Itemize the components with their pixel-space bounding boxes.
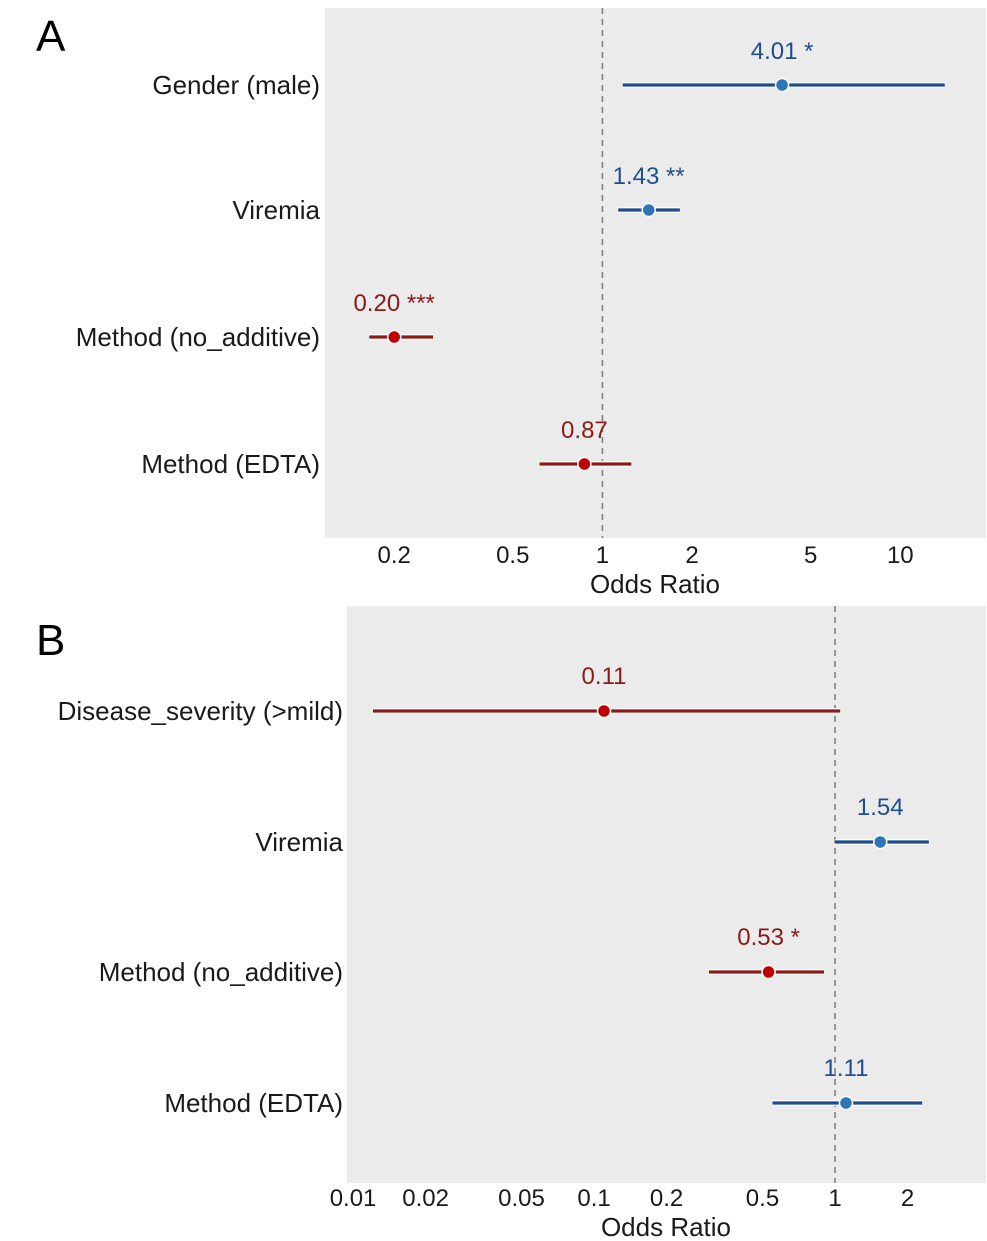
panel-b-x-axis-label: Odds Ratio: [601, 1212, 731, 1241]
odds-ratio-point: [577, 456, 592, 472]
panel-a-plot-area: [325, 8, 986, 538]
row-label: Gender (male): [152, 70, 320, 100]
panel-b-row: Method (no_additive) 0.53 *: [99, 924, 825, 987]
odds-ratio-point: [774, 77, 790, 93]
row-label: Method (EDTA): [164, 1088, 343, 1118]
panel-a-x-tick-label: 2: [685, 542, 698, 569]
odds-ratio-annotation: 0.20 ***: [354, 290, 435, 317]
panel-b-x-tick-label: 0.1: [577, 1185, 610, 1212]
odds-ratio-point: [386, 329, 402, 345]
panel-b-row: Disease_severity (>mild) 0.11: [58, 663, 841, 726]
panel-a-x-tick-label: 0.5: [496, 542, 529, 569]
panel-b-row: Viremia 1.54: [255, 794, 929, 857]
panel-a-row: Method (EDTA) 0.87: [141, 417, 632, 479]
panel-b-letter: B: [36, 616, 65, 665]
panel-a-row: Method (no_additive) 0.20 ***: [76, 290, 435, 352]
row-label: Method (no_additive): [76, 322, 320, 352]
panel-a: A Gender (male) 4.01 * Viremia 1.43 ** Metho…: [36, 8, 986, 599]
row-label: Method (EDTA): [141, 449, 320, 479]
panel-a-row: Gender (male) 4.01 *: [152, 38, 945, 100]
panel-b-x-tick-label: 0.2: [650, 1185, 683, 1212]
panel-b-x-tick-label: 0.05: [498, 1185, 545, 1212]
panel-b-x-tick-label: 0.5: [746, 1185, 779, 1212]
odds-ratio-annotation: 1.54: [857, 794, 904, 821]
odds-ratio-point: [641, 202, 656, 218]
panel-a-x-ticks: 0.2 0.5 1 2 5 10: [378, 542, 914, 569]
panel-a-row: Viremia 1.43 **: [232, 163, 684, 225]
row-label: Viremia: [255, 827, 343, 857]
panel-b-x-ticks: 0.01 0.02 0.05 0.1 0.2 0.5 1 2: [330, 1185, 915, 1212]
odds-ratio-annotation: 0.53 *: [737, 924, 800, 951]
panel-a-x-tick-label: 1: [596, 542, 609, 569]
panel-a-x-tick-label: 10: [887, 542, 914, 569]
odds-ratio-point: [838, 1095, 854, 1111]
panel-b-x-tick-label: 1: [828, 1185, 841, 1212]
odds-ratio-annotation: 4.01 *: [751, 38, 814, 65]
panel-a-letter: A: [36, 12, 66, 61]
panel-b-x-tick-label: 0.01: [330, 1185, 377, 1212]
odds-ratio-annotation: 1.43 **: [613, 163, 685, 190]
odds-ratio-point: [872, 834, 888, 850]
odds-ratio-point: [761, 964, 776, 980]
odds-ratio-annotation: 0.11: [582, 663, 627, 690]
panel-b-row: Method (EDTA) 1.11: [164, 1055, 923, 1118]
row-label: Method (no_additive): [99, 957, 343, 987]
panel-b-x-tick-label: 2: [901, 1185, 914, 1212]
panel-a-x-axis-label: Odds Ratio: [590, 569, 720, 599]
panel-b-rows: Disease_severity (>mild) 0.11 Viremia 1.54 M…: [58, 663, 929, 1118]
odds-ratio-point: [596, 703, 612, 719]
odds-ratio-annotation: 0.87: [561, 417, 608, 444]
row-label: Disease_severity (>mild): [58, 696, 343, 726]
panel-b-plot-area: [347, 606, 986, 1183]
row-label: Viremia: [232, 195, 320, 225]
panel-a-x-tick-label: 0.2: [378, 542, 411, 569]
panel-a-x-tick-label: 5: [804, 542, 817, 569]
panel-b: B Disease_severity (>mild)0.11Viremia1.5…: [36, 606, 986, 1241]
panel-a-rows: Gender (male) 4.01 * Viremia 1.43 ** Method …: [76, 38, 945, 479]
panel-b-x-tick-label: 0.02: [402, 1185, 449, 1212]
odds-ratio-annotation: 1.11: [823, 1055, 868, 1082]
